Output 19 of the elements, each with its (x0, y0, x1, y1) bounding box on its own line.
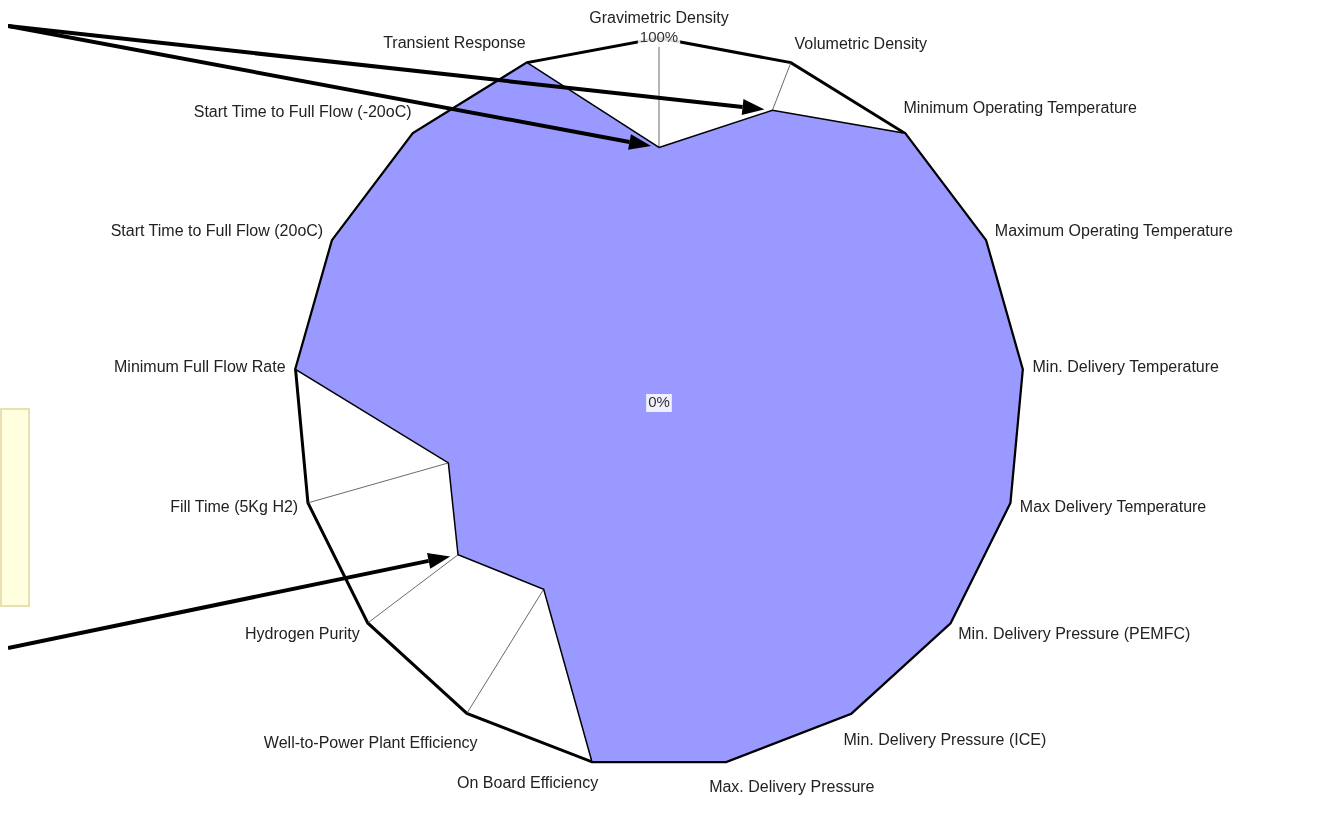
y-tick-label: 0% (648, 393, 670, 411)
spoke-label: Start Time to Full Flow (20oC) (110, 222, 324, 240)
spoke-label: Minimum Operating Temperature (903, 99, 1138, 117)
spoke-label: Maximum Operating Temperature (994, 222, 1233, 240)
spoke-label: Hydrogen Purity (245, 624, 360, 642)
spoke-label: Start Time to Full Flow (-20oC) (193, 102, 412, 120)
spoke-label: Volumetric Density (794, 35, 927, 53)
spoke-label: Max. Delivery Pressure (709, 777, 875, 795)
spoke-label: Min. Delivery Pressure (PEMFC) (958, 624, 1191, 642)
spoke-label: Gravimetric Density (589, 9, 729, 27)
spoke-label: Well-to-Power Plant Efficiency (263, 734, 478, 752)
spoke-label: Max Delivery Temperature (1019, 498, 1207, 516)
spoke-label: Minimum Full Flow Rate (114, 357, 286, 375)
y-tick-label: 100% (639, 28, 679, 46)
spoke-label: Min. Delivery Temperature (1032, 357, 1220, 375)
spoke-label: On Board Efficiency (457, 773, 599, 791)
spoke-label: Transient Response (383, 34, 526, 52)
spoke-label: Fill Time (5Kg H2) (170, 498, 299, 516)
spoke-label: Min. Delivery Pressure (ICE) (843, 731, 1047, 749)
